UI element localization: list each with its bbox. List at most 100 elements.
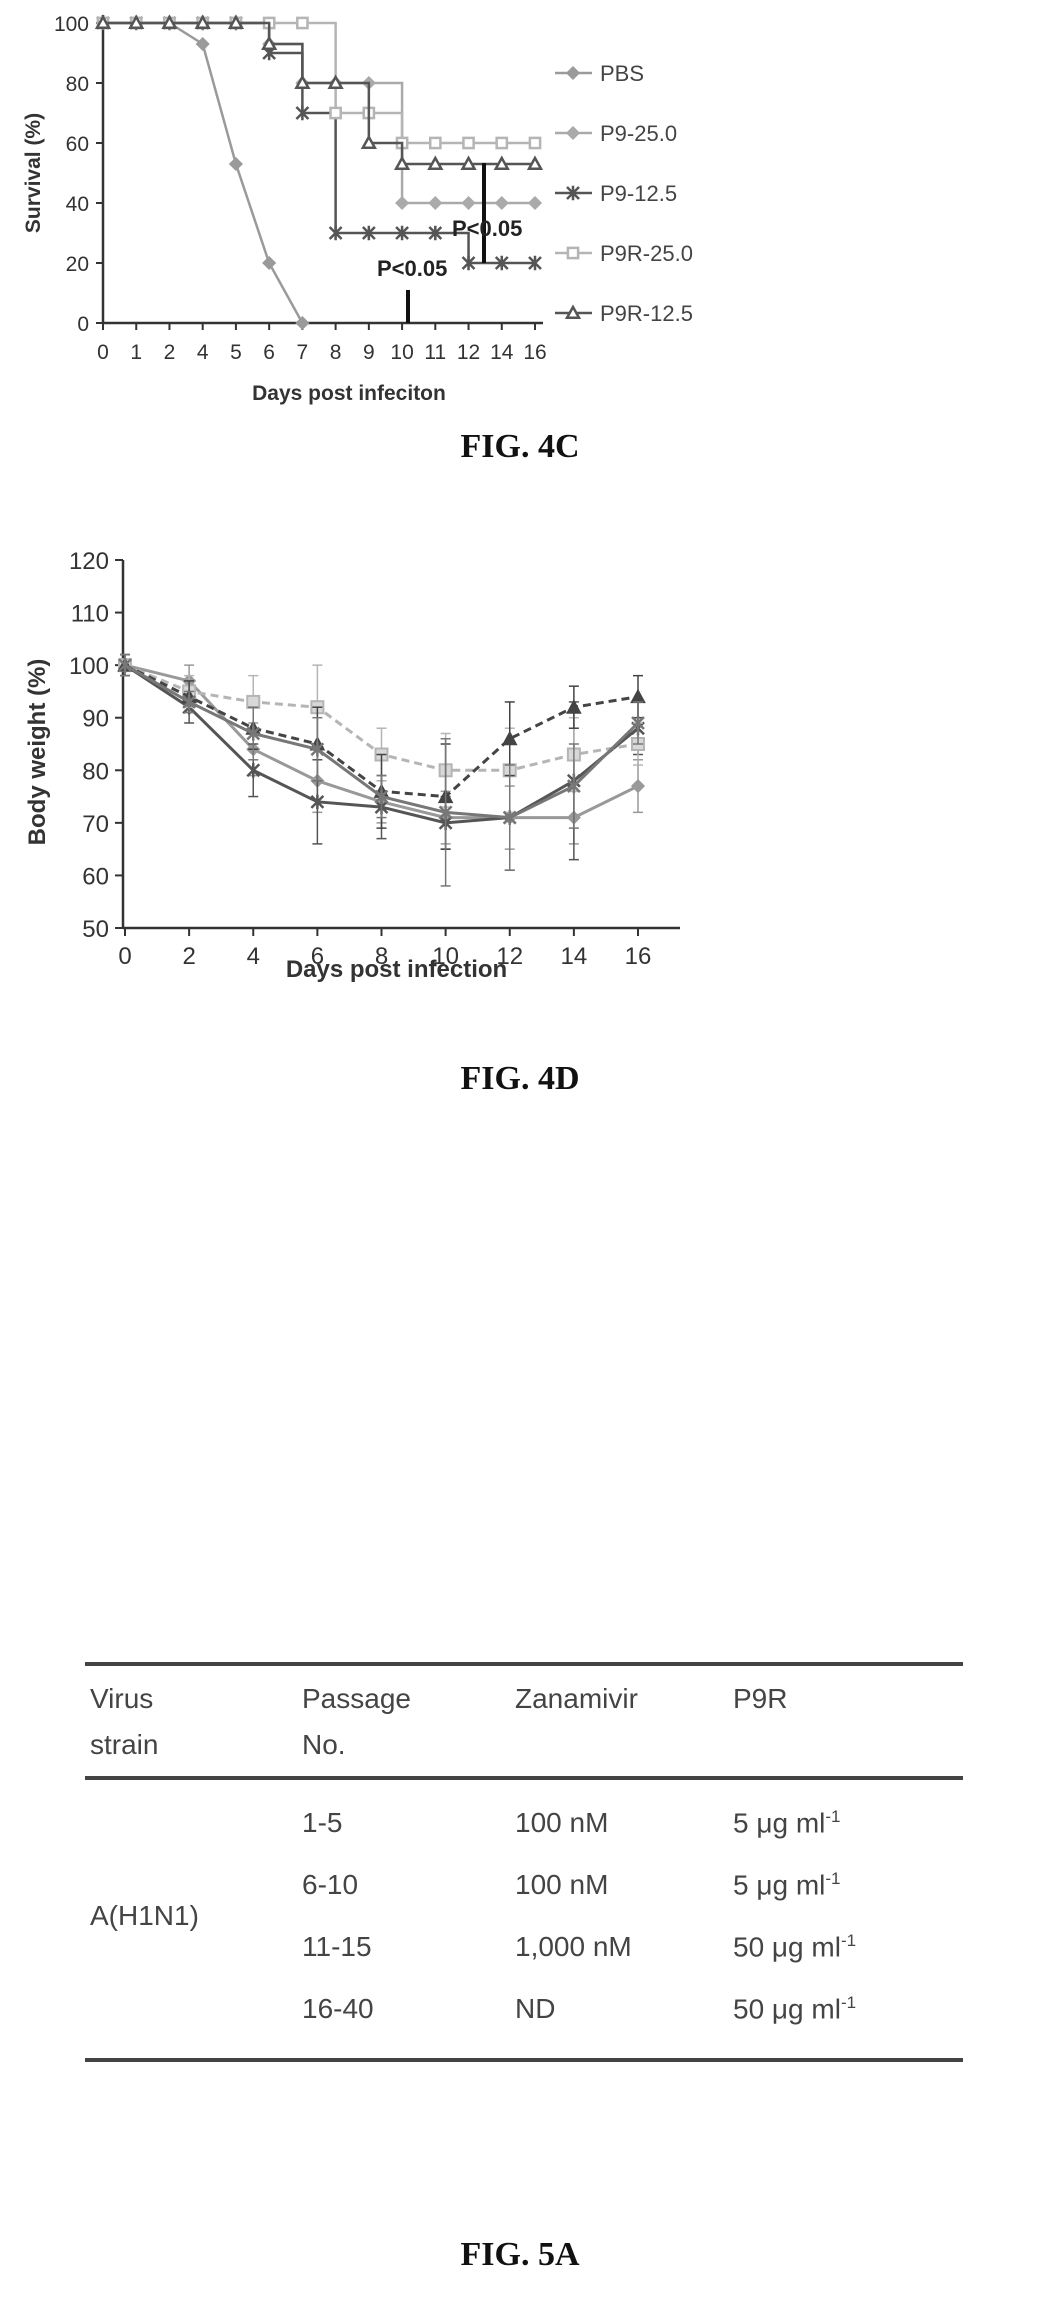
header-zanamivir: Zanamivir: [515, 1683, 638, 1714]
x-tick-label: 12: [496, 943, 523, 970]
zanamivir-cell: ND: [515, 1993, 556, 2024]
x-tick-label: 14: [490, 341, 514, 364]
series-line: [103, 21, 304, 324]
x-tick-label: 16: [625, 943, 652, 970]
p9r-cell: 50 μg ml-1: [733, 1992, 857, 2025]
series-p9r-12.5: P9R-12.5: [94, 14, 693, 326]
y-tick-label: 20: [66, 253, 89, 276]
weight-series-4: [118, 653, 645, 887]
zanamivir-cell: 100 nM: [515, 1869, 609, 1900]
data-point: [502, 810, 517, 825]
legend-label: PBS: [600, 61, 644, 86]
fig4c-caption: FIG. 4C: [460, 428, 580, 465]
x-tick-label: 4: [247, 943, 260, 970]
data-point: [493, 155, 510, 171]
legend-marker: [565, 125, 581, 141]
data-point: [118, 657, 132, 673]
body-weight-chart: 50 60 70 80 90 100 110 120 0 2 4 6 8 10 12 14 16 Days pos…: [24, 548, 680, 983]
legend-marker: [564, 304, 582, 320]
passage-cell: 16-40: [302, 1993, 374, 2024]
data-point: [295, 105, 310, 121]
data-point: [526, 155, 544, 171]
y-tick-label: 80: [82, 758, 109, 785]
fig5a-caption: FIG. 5A: [460, 2236, 580, 2273]
table-top-rule: [85, 1662, 963, 1666]
x-tick-label: 2: [164, 341, 176, 364]
x-tick-label: 8: [330, 341, 342, 364]
legend-label: P9R-25.0: [600, 241, 693, 266]
x-tick-label: 11: [424, 341, 446, 364]
x-tick-label: 6: [263, 341, 275, 364]
x-tick-label: 8: [375, 943, 388, 970]
y-tick-label: 60: [82, 863, 109, 890]
table-row: 16-40 ND 50 μg ml-1: [85, 1978, 963, 2040]
header-passage: Passage: [302, 1683, 411, 1714]
data-point: [631, 715, 645, 731]
header-strain: strain: [90, 1729, 159, 1760]
y-tick-label: 120: [69, 548, 109, 575]
passage-cell: 1-5: [302, 1807, 343, 1838]
series-pbs: PBS: [95, 15, 644, 331]
data-point: [310, 794, 325, 810]
data-point: [461, 255, 476, 271]
table-body: A(H1N1) 1-5 100 nM 5 μg ml-1 6-10 100 nM…: [85, 1780, 963, 2052]
x-tick-label: 14: [561, 943, 588, 970]
table-bottom-rule: [85, 2058, 963, 2062]
p-value-annotation: P<0.05: [452, 216, 522, 241]
x-tick-label: 0: [118, 943, 131, 970]
data-point: [462, 136, 475, 150]
data-point: [246, 694, 261, 709]
data-point: [227, 14, 245, 30]
x-tick-label: 7: [297, 341, 309, 364]
x-tick-label: 9: [363, 341, 375, 364]
legend-label: P9R-12.5: [600, 301, 693, 326]
table-row: 1-5 100 nM 5 μg ml-1: [85, 1792, 963, 1854]
strain-cell: A(H1N1): [90, 1900, 199, 1931]
x-tick-label: 10: [432, 943, 459, 970]
data-point: [295, 315, 310, 331]
data-point: [294, 74, 311, 90]
table-row: 11-15 1,000 nM 50 μg ml-1: [85, 1916, 963, 1978]
x-tick-label: 4: [197, 341, 209, 364]
y-tick-label: 70: [82, 811, 109, 838]
data-point: [94, 14, 112, 30]
y-axis-label: Survival (%): [22, 113, 45, 233]
zanamivir-cell: 100 nM: [515, 1807, 609, 1838]
data-point: [528, 136, 542, 150]
zanamivir-cell: 1,000 nM: [515, 1931, 632, 1962]
x-tick-label: 12: [457, 341, 480, 364]
data-point: [374, 789, 389, 804]
data-point: [630, 688, 646, 704]
p9r-cell: 5 μg ml-1: [733, 1868, 841, 1901]
table-header-row-2: strain No.: [85, 1722, 963, 1768]
data-point: [329, 106, 342, 120]
passage-table: Virus Passage Zanamivir P9R strain No. A…: [85, 1662, 963, 2062]
y-tick-label: 60: [66, 133, 89, 156]
y-tick-label: 100: [69, 653, 109, 680]
data-point: [261, 35, 278, 51]
fig4d-caption: FIG. 4D: [460, 1060, 580, 1097]
header-p9r: P9R: [733, 1683, 788, 1714]
header-virus: Virus: [90, 1683, 154, 1714]
data-point: [246, 726, 261, 741]
series-line: [103, 21, 535, 166]
data-point: [395, 225, 409, 241]
data-point: [128, 14, 145, 30]
data-point: [194, 14, 211, 30]
table-row: 6-10 100 nM 5 μg ml-1: [85, 1854, 963, 1916]
data-point: [495, 136, 509, 150]
data-point: [182, 694, 197, 710]
data-point: [428, 225, 443, 241]
table-header-row: Virus Passage Zanamivir P9R: [85, 1676, 963, 1722]
data-point: [228, 156, 243, 172]
data-point: [527, 195, 543, 211]
y-axis-label: Body weight (%): [24, 659, 51, 846]
data-point: [528, 255, 542, 271]
data-point: [328, 225, 343, 241]
passage-cell: 6-10: [302, 1869, 359, 1900]
x-tick-label: 5: [230, 341, 242, 364]
legend-label: P9-12.5: [600, 181, 677, 206]
x-tick-label: 10: [390, 341, 413, 364]
data-point: [360, 134, 377, 150]
